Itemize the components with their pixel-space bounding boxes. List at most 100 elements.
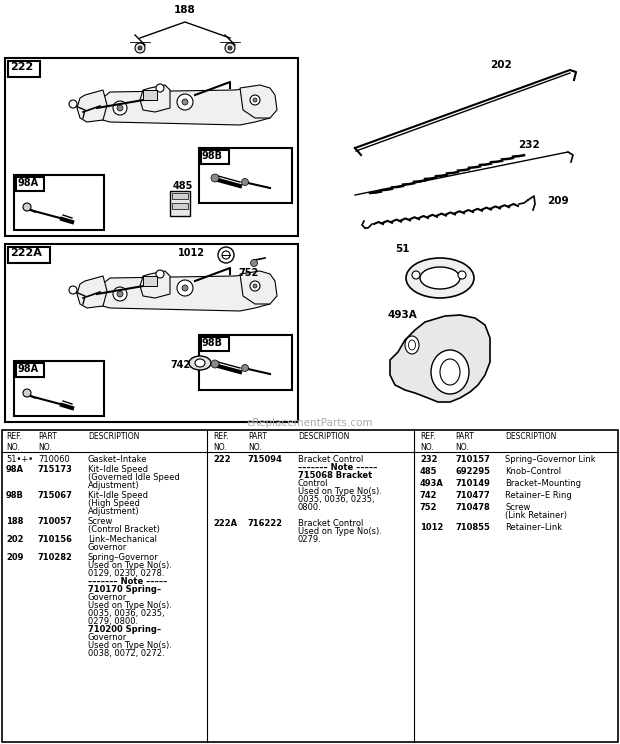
Circle shape — [250, 281, 260, 291]
Circle shape — [218, 247, 234, 263]
Text: 98B: 98B — [202, 338, 223, 348]
Bar — [5, 244, 298, 422]
Text: Used on Type No(s).: Used on Type No(s). — [88, 641, 172, 650]
Bar — [201, 150, 229, 164]
Circle shape — [412, 271, 420, 279]
Circle shape — [113, 287, 127, 301]
Text: 485: 485 — [420, 467, 438, 476]
Text: PART
NO.: PART NO. — [455, 432, 474, 452]
Text: REF.
NO.: REF. NO. — [420, 432, 436, 452]
Polygon shape — [240, 271, 277, 304]
Text: 715094: 715094 — [248, 455, 283, 464]
Text: 202: 202 — [490, 60, 511, 70]
Text: eReplacementParts.com: eReplacementParts.com — [247, 418, 373, 428]
Text: 209: 209 — [6, 553, 24, 562]
Circle shape — [69, 286, 77, 294]
Text: Kit–Idle Speed: Kit–Idle Speed — [88, 465, 148, 474]
Text: 710170 Spring–: 710170 Spring– — [88, 585, 161, 594]
Circle shape — [177, 280, 193, 296]
Text: 188: 188 — [6, 517, 24, 526]
Text: (Governed Idle Speed: (Governed Idle Speed — [88, 473, 180, 482]
Text: 710200 Spring–: 710200 Spring– — [88, 625, 161, 634]
Text: Used on Type No(s).: Used on Type No(s). — [88, 561, 172, 570]
Bar — [5, 58, 298, 236]
Ellipse shape — [420, 267, 460, 289]
Text: 710282: 710282 — [38, 553, 73, 562]
Text: 0800.: 0800. — [298, 503, 322, 512]
Bar — [172, 203, 188, 209]
Text: 752: 752 — [238, 268, 259, 278]
Ellipse shape — [409, 340, 415, 350]
Text: 742: 742 — [170, 360, 190, 370]
Text: Used on Type No(s).: Used on Type No(s). — [298, 527, 382, 536]
Text: Adjustment): Adjustment) — [88, 507, 140, 516]
Text: 0035, 0036, 0235,: 0035, 0036, 0235, — [298, 495, 374, 504]
Polygon shape — [77, 90, 107, 122]
Text: Bracket Control: Bracket Control — [298, 455, 363, 464]
Bar — [199, 335, 292, 390]
Text: Bracket Control: Bracket Control — [298, 519, 363, 528]
Circle shape — [117, 105, 123, 111]
Circle shape — [182, 99, 188, 105]
Text: Retainer–Link: Retainer–Link — [505, 523, 562, 532]
Text: 710477: 710477 — [455, 491, 490, 500]
Bar — [201, 337, 229, 351]
Text: 715067: 715067 — [38, 491, 73, 500]
Text: Knob–Control: Knob–Control — [505, 467, 561, 476]
Text: Link–Mechanical: Link–Mechanical — [88, 535, 157, 544]
Text: 1012: 1012 — [178, 248, 205, 258]
Text: 710157: 710157 — [455, 455, 490, 464]
Circle shape — [117, 291, 123, 297]
Polygon shape — [95, 88, 270, 125]
Text: Used on Type No(s).: Used on Type No(s). — [88, 601, 172, 610]
Polygon shape — [140, 85, 170, 112]
Bar — [8, 61, 40, 77]
Text: PART
NO.: PART NO. — [38, 432, 57, 452]
Text: 710478: 710478 — [455, 503, 490, 512]
Text: 98A: 98A — [17, 364, 38, 374]
Ellipse shape — [189, 356, 211, 370]
Text: Bracket–Mounting: Bracket–Mounting — [505, 479, 581, 488]
Text: Kit–Idle Speed: Kit–Idle Speed — [88, 491, 148, 500]
Circle shape — [458, 271, 466, 279]
Text: 98A: 98A — [6, 465, 24, 474]
Bar — [14, 175, 104, 230]
Text: DESCRIPTION: DESCRIPTION — [88, 432, 140, 441]
Polygon shape — [390, 315, 490, 402]
Circle shape — [182, 285, 188, 291]
Text: 98B: 98B — [202, 151, 223, 161]
Text: 222: 222 — [10, 62, 33, 72]
Text: 222A: 222A — [213, 519, 237, 528]
Ellipse shape — [431, 350, 469, 394]
Text: (Link Retainer): (Link Retainer) — [505, 511, 567, 520]
Text: 710149: 710149 — [455, 479, 490, 488]
Text: 493A: 493A — [420, 479, 444, 488]
Text: 188: 188 — [174, 5, 196, 15]
Polygon shape — [140, 271, 170, 298]
Text: 0279.: 0279. — [298, 535, 322, 544]
Bar — [199, 148, 292, 203]
Text: Spring–Governor: Spring–Governor — [88, 553, 159, 562]
Text: 1012: 1012 — [420, 523, 443, 532]
Bar — [172, 193, 188, 199]
Text: 209: 209 — [547, 196, 569, 206]
Bar — [170, 191, 190, 216]
Text: 692295: 692295 — [455, 467, 490, 476]
Polygon shape — [77, 276, 107, 308]
Text: ––––––– Note –––––: ––––––– Note ––––– — [88, 577, 167, 586]
Circle shape — [222, 251, 230, 259]
Text: Governor: Governor — [88, 593, 127, 602]
Text: 710156: 710156 — [38, 535, 73, 544]
Circle shape — [250, 95, 260, 105]
Circle shape — [113, 101, 127, 115]
Bar — [8, 247, 50, 263]
Circle shape — [211, 174, 219, 182]
Bar — [14, 361, 104, 416]
Text: Screw: Screw — [88, 517, 113, 526]
Circle shape — [138, 46, 142, 50]
Text: (High Speed: (High Speed — [88, 499, 140, 508]
Text: 716222: 716222 — [248, 519, 283, 528]
Text: 493A: 493A — [388, 310, 418, 320]
Text: 202: 202 — [6, 535, 24, 544]
Text: Screw: Screw — [505, 503, 530, 512]
